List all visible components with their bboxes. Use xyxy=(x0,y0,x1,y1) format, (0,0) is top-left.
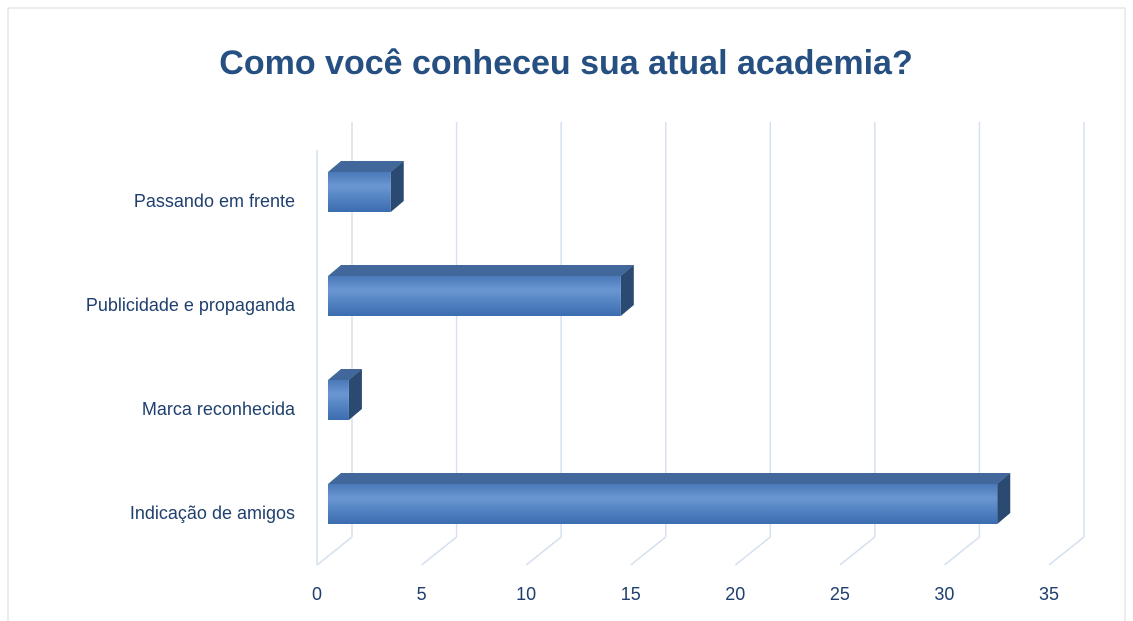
x-tick-label: 5 xyxy=(417,584,427,604)
x-tick-label: 15 xyxy=(621,584,641,604)
chart-border xyxy=(7,7,1126,621)
bar-top xyxy=(328,473,1011,484)
category-label: Marca reconhecida xyxy=(142,399,296,419)
x-tick-label: 30 xyxy=(934,584,954,604)
x-tick-label: 20 xyxy=(725,584,745,604)
bar xyxy=(328,276,621,316)
bar-top xyxy=(328,161,404,172)
category-label: Indicação de amigos xyxy=(130,503,295,523)
bar-side xyxy=(997,473,1011,524)
bar-side xyxy=(620,265,634,316)
bar-side xyxy=(390,161,404,212)
grid-line xyxy=(1048,536,1085,566)
grid-line xyxy=(630,536,667,566)
grid-line xyxy=(525,536,562,566)
x-tick-label: 0 xyxy=(312,584,322,604)
bar xyxy=(328,380,349,420)
grid-line xyxy=(734,536,771,566)
chart-title: Como você conheceu sua atual academia? xyxy=(219,44,912,82)
x-tick-label: 10 xyxy=(516,584,536,604)
x-tick-label: 25 xyxy=(830,584,850,604)
bar xyxy=(328,172,391,212)
x-tick-label: 35 xyxy=(1039,584,1059,604)
bar-top xyxy=(328,369,362,380)
bar-side xyxy=(348,369,362,420)
grid-line xyxy=(316,536,353,566)
grid-line xyxy=(421,536,458,566)
category-label: Publicidade e propaganda xyxy=(86,295,296,315)
grid-line xyxy=(943,536,980,566)
grid-line xyxy=(839,536,876,566)
category-label: Passando em frente xyxy=(134,191,295,211)
bar-top xyxy=(328,265,634,276)
bar xyxy=(328,484,998,524)
